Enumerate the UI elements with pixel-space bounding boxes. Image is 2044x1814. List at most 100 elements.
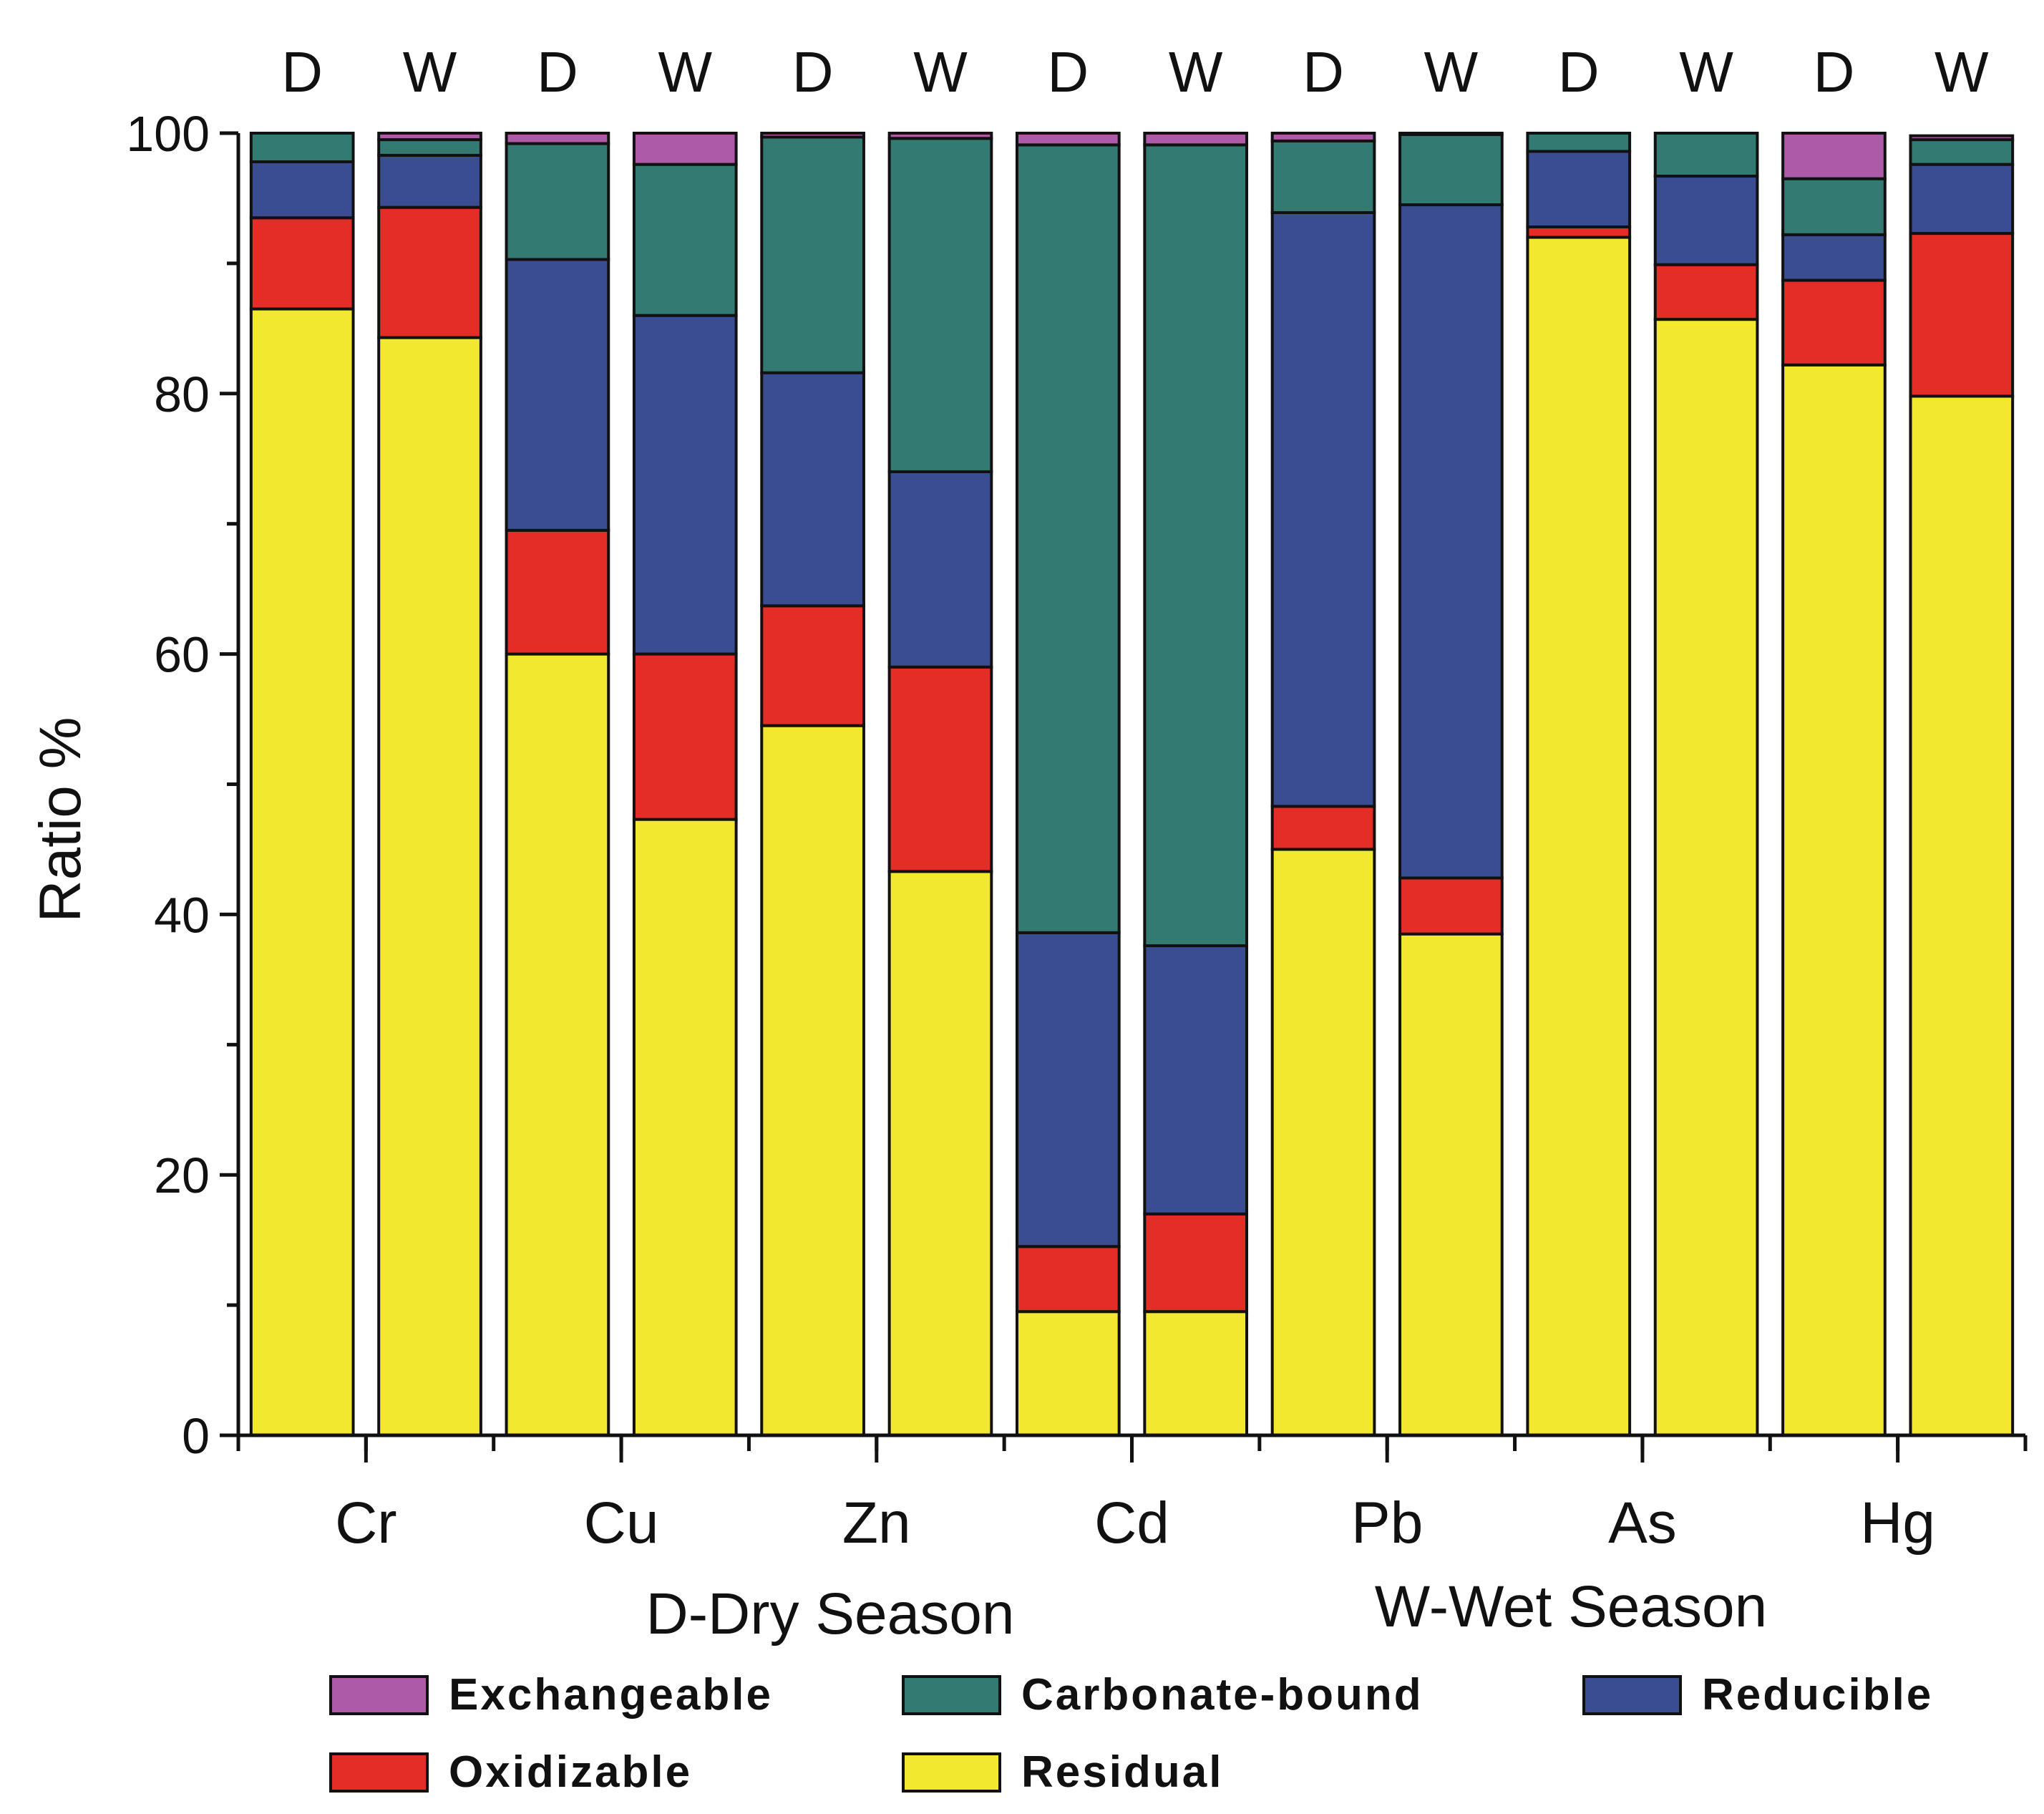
bar-season-label: D xyxy=(537,40,578,104)
x-category-label: Pb xyxy=(1351,1490,1423,1556)
y-tick-label: 20 xyxy=(154,1148,210,1203)
bar-segment-exchangeable xyxy=(377,132,482,142)
bar-segment-carbonate-bound xyxy=(887,137,993,473)
legend-swatch-residual xyxy=(902,1752,1001,1793)
bar-segment-reducible xyxy=(1781,233,1887,282)
x-category-label: Zn xyxy=(842,1490,911,1556)
season-note: W-Wet Season xyxy=(1375,1574,1767,1639)
legend-swatch-reducible xyxy=(1582,1675,1682,1715)
bar-segment-reducible xyxy=(505,258,610,532)
bar-segment-carbonate-bound xyxy=(1398,132,1504,207)
legend-label-carbonate-bound: Carbonate-bound xyxy=(1021,1670,1424,1720)
bar-segment-exchangeable xyxy=(632,132,738,166)
bars-layer xyxy=(249,132,2015,1437)
season-notes: D-Dry Season W-Wet Season xyxy=(646,1574,1768,1646)
bar-segment-oxidizable xyxy=(1015,1245,1121,1314)
bar-segment-carbonate-bound xyxy=(505,142,610,261)
bar-segment-carbonate-bound xyxy=(1270,139,1376,214)
legend-swatch-oxidizable xyxy=(329,1752,429,1793)
x-category-label: Cu xyxy=(584,1490,659,1556)
bar-segment-reducible xyxy=(1909,163,2015,236)
y-axis-label: Ratio % xyxy=(28,717,93,922)
y-tick-label: 60 xyxy=(154,627,210,683)
bar-season-label: D xyxy=(1814,40,1855,104)
bar-segment-exchangeable xyxy=(1781,132,1887,180)
bar-segment-oxidizable xyxy=(1781,278,1887,367)
bar-segment-reducible xyxy=(1653,175,1759,266)
bar-segment-residual xyxy=(1526,236,1632,1437)
legend-label-exchangeable: Exchangeable xyxy=(449,1670,773,1720)
bar-segment-residual xyxy=(505,652,610,1437)
x-category-label: Cr xyxy=(335,1490,397,1556)
bar-segment-residual xyxy=(377,336,482,1437)
bar-segment-reducible xyxy=(1143,944,1249,1216)
bar-segment-carbonate-bound xyxy=(1909,138,2015,166)
bar-segment-oxidizable xyxy=(1909,232,2015,398)
bar-segment-carbonate-bound xyxy=(1143,143,1249,948)
legend-swatch-carbonate-bound xyxy=(902,1675,1001,1715)
bar-segment-reducible xyxy=(632,314,738,656)
bar-season-label: W xyxy=(1934,40,1989,104)
bar-season-label: D xyxy=(792,40,834,104)
legend-label-reducible: Reducible xyxy=(1702,1670,1933,1720)
bar-segment-exchangeable xyxy=(505,132,610,145)
y-tick-label: 0 xyxy=(182,1408,210,1464)
axes-layer: 0 20 40 60 80 100 Cr Cu Zn Cd Pb As Hg xyxy=(126,106,2028,1556)
bar-season-label: W xyxy=(1424,40,1479,104)
x-category-label: Hg xyxy=(1860,1490,1935,1556)
bar-season-label: D xyxy=(1303,40,1344,104)
season-note: D-Dry Season xyxy=(646,1581,1015,1646)
bar-segment-reducible xyxy=(1270,210,1376,808)
bar-segment-oxidizable xyxy=(1270,805,1376,851)
bar-segment-carbonate-bound xyxy=(760,135,865,374)
bar-season-label: W xyxy=(913,40,968,104)
bar-segment-oxidizable xyxy=(1526,225,1632,239)
bar-season-label: W xyxy=(1679,40,1733,104)
bar-segment-residual xyxy=(1143,1310,1249,1437)
bar-season-label: W xyxy=(403,40,457,104)
bar-segment-residual xyxy=(1909,394,2015,1437)
bar-segment-carbonate-bound xyxy=(632,163,738,317)
y-tick-label: 100 xyxy=(126,106,210,162)
bar-season-label: W xyxy=(1169,40,1223,104)
bar-segment-oxidizable xyxy=(505,528,610,656)
bar-segment-reducible xyxy=(760,371,865,608)
bar-segment-reducible xyxy=(1015,931,1121,1248)
bar-segment-oxidizable xyxy=(632,652,738,821)
bar-segment-exchangeable xyxy=(1270,132,1376,142)
y-tick-label: 40 xyxy=(154,887,210,943)
bar-segment-exchangeable xyxy=(887,132,993,140)
bar-segment-oxidizable xyxy=(1653,263,1759,321)
bar-segment-reducible xyxy=(887,470,993,669)
bar-segment-carbonate-bound xyxy=(377,138,482,157)
bar-segment-reducible xyxy=(377,153,482,209)
bar-segment-residual xyxy=(760,724,865,1437)
bar-segment-reducible xyxy=(1526,150,1632,228)
bar-segment-residual xyxy=(1781,363,1887,1437)
bar-segment-exchangeable xyxy=(760,132,865,139)
bar-segment-oxidizable xyxy=(1398,876,1504,936)
bar-segment-carbonate-bound xyxy=(1526,132,1632,153)
x-category-label: Cd xyxy=(1094,1490,1169,1556)
bar-segment-reducible xyxy=(1398,203,1504,880)
bar-segment-exchangeable xyxy=(1015,132,1121,147)
x-category-label: As xyxy=(1608,1490,1677,1556)
bar-segment-oxidizable xyxy=(887,665,993,873)
bar-segment-oxidizable xyxy=(1143,1212,1249,1314)
bar-segment-oxidizable xyxy=(249,216,355,311)
bar-season-label: W xyxy=(658,40,712,104)
bar-season-label: D xyxy=(1047,40,1089,104)
bar-segment-exchangeable xyxy=(1909,134,2015,142)
bar-segment-carbonate-bound xyxy=(1781,177,1887,236)
bar-segment-exchangeable xyxy=(1398,132,1504,136)
bar-segment-oxidizable xyxy=(377,205,482,339)
bar-segment-residual xyxy=(249,307,355,1437)
bar-season-label: D xyxy=(1558,40,1600,104)
legend-label-residual: Residual xyxy=(1021,1747,1223,1797)
bar-segment-residual xyxy=(632,818,738,1437)
legend: Exchangeable Carbonate-bound Reducible Oxid… xyxy=(329,1670,1933,1797)
y-tick-label: 80 xyxy=(154,367,210,422)
